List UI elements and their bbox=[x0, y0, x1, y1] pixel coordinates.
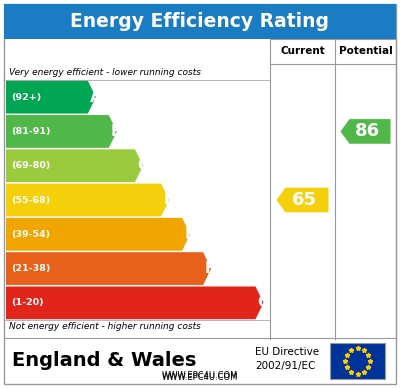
Text: (81-91): (81-91) bbox=[11, 127, 50, 136]
Bar bbox=[330, 343, 385, 379]
Text: 86: 86 bbox=[355, 123, 380, 140]
Polygon shape bbox=[6, 184, 169, 217]
Text: (1-20): (1-20) bbox=[11, 298, 44, 307]
Text: (21-38): (21-38) bbox=[11, 264, 50, 273]
Text: E: E bbox=[184, 227, 194, 242]
Text: A: A bbox=[90, 90, 102, 105]
Text: B: B bbox=[111, 124, 122, 139]
Polygon shape bbox=[6, 149, 143, 182]
Text: (39-54): (39-54) bbox=[11, 230, 50, 239]
Text: Energy Efficiency Rating: Energy Efficiency Rating bbox=[70, 12, 330, 31]
Polygon shape bbox=[6, 81, 96, 114]
Text: (92+): (92+) bbox=[11, 93, 41, 102]
Text: Not energy efficient - higher running costs: Not energy efficient - higher running co… bbox=[9, 322, 201, 331]
Polygon shape bbox=[276, 188, 328, 212]
Polygon shape bbox=[6, 218, 190, 251]
Polygon shape bbox=[6, 286, 264, 319]
Text: D: D bbox=[163, 192, 176, 208]
Text: (55-68): (55-68) bbox=[11, 196, 50, 204]
Text: WWW.EPC4U.COM: WWW.EPC4U.COM bbox=[162, 373, 238, 382]
Text: Current: Current bbox=[280, 47, 325, 57]
Text: F: F bbox=[205, 261, 216, 276]
Text: C: C bbox=[137, 158, 148, 173]
Text: G: G bbox=[258, 295, 270, 310]
Text: England & Wales: England & Wales bbox=[12, 352, 196, 371]
Text: Very energy efficient - lower running costs: Very energy efficient - lower running co… bbox=[9, 68, 201, 77]
Text: WWW.EPC4U.COM: WWW.EPC4U.COM bbox=[162, 371, 238, 380]
Polygon shape bbox=[6, 115, 117, 148]
Text: (69-80): (69-80) bbox=[11, 161, 50, 170]
Text: Potential: Potential bbox=[339, 47, 392, 57]
Bar bbox=[4, 4, 396, 39]
Polygon shape bbox=[340, 119, 390, 144]
Text: EU Directive
2002/91/EC: EU Directive 2002/91/EC bbox=[255, 347, 319, 371]
Polygon shape bbox=[6, 252, 211, 285]
Text: 65: 65 bbox=[292, 191, 317, 209]
